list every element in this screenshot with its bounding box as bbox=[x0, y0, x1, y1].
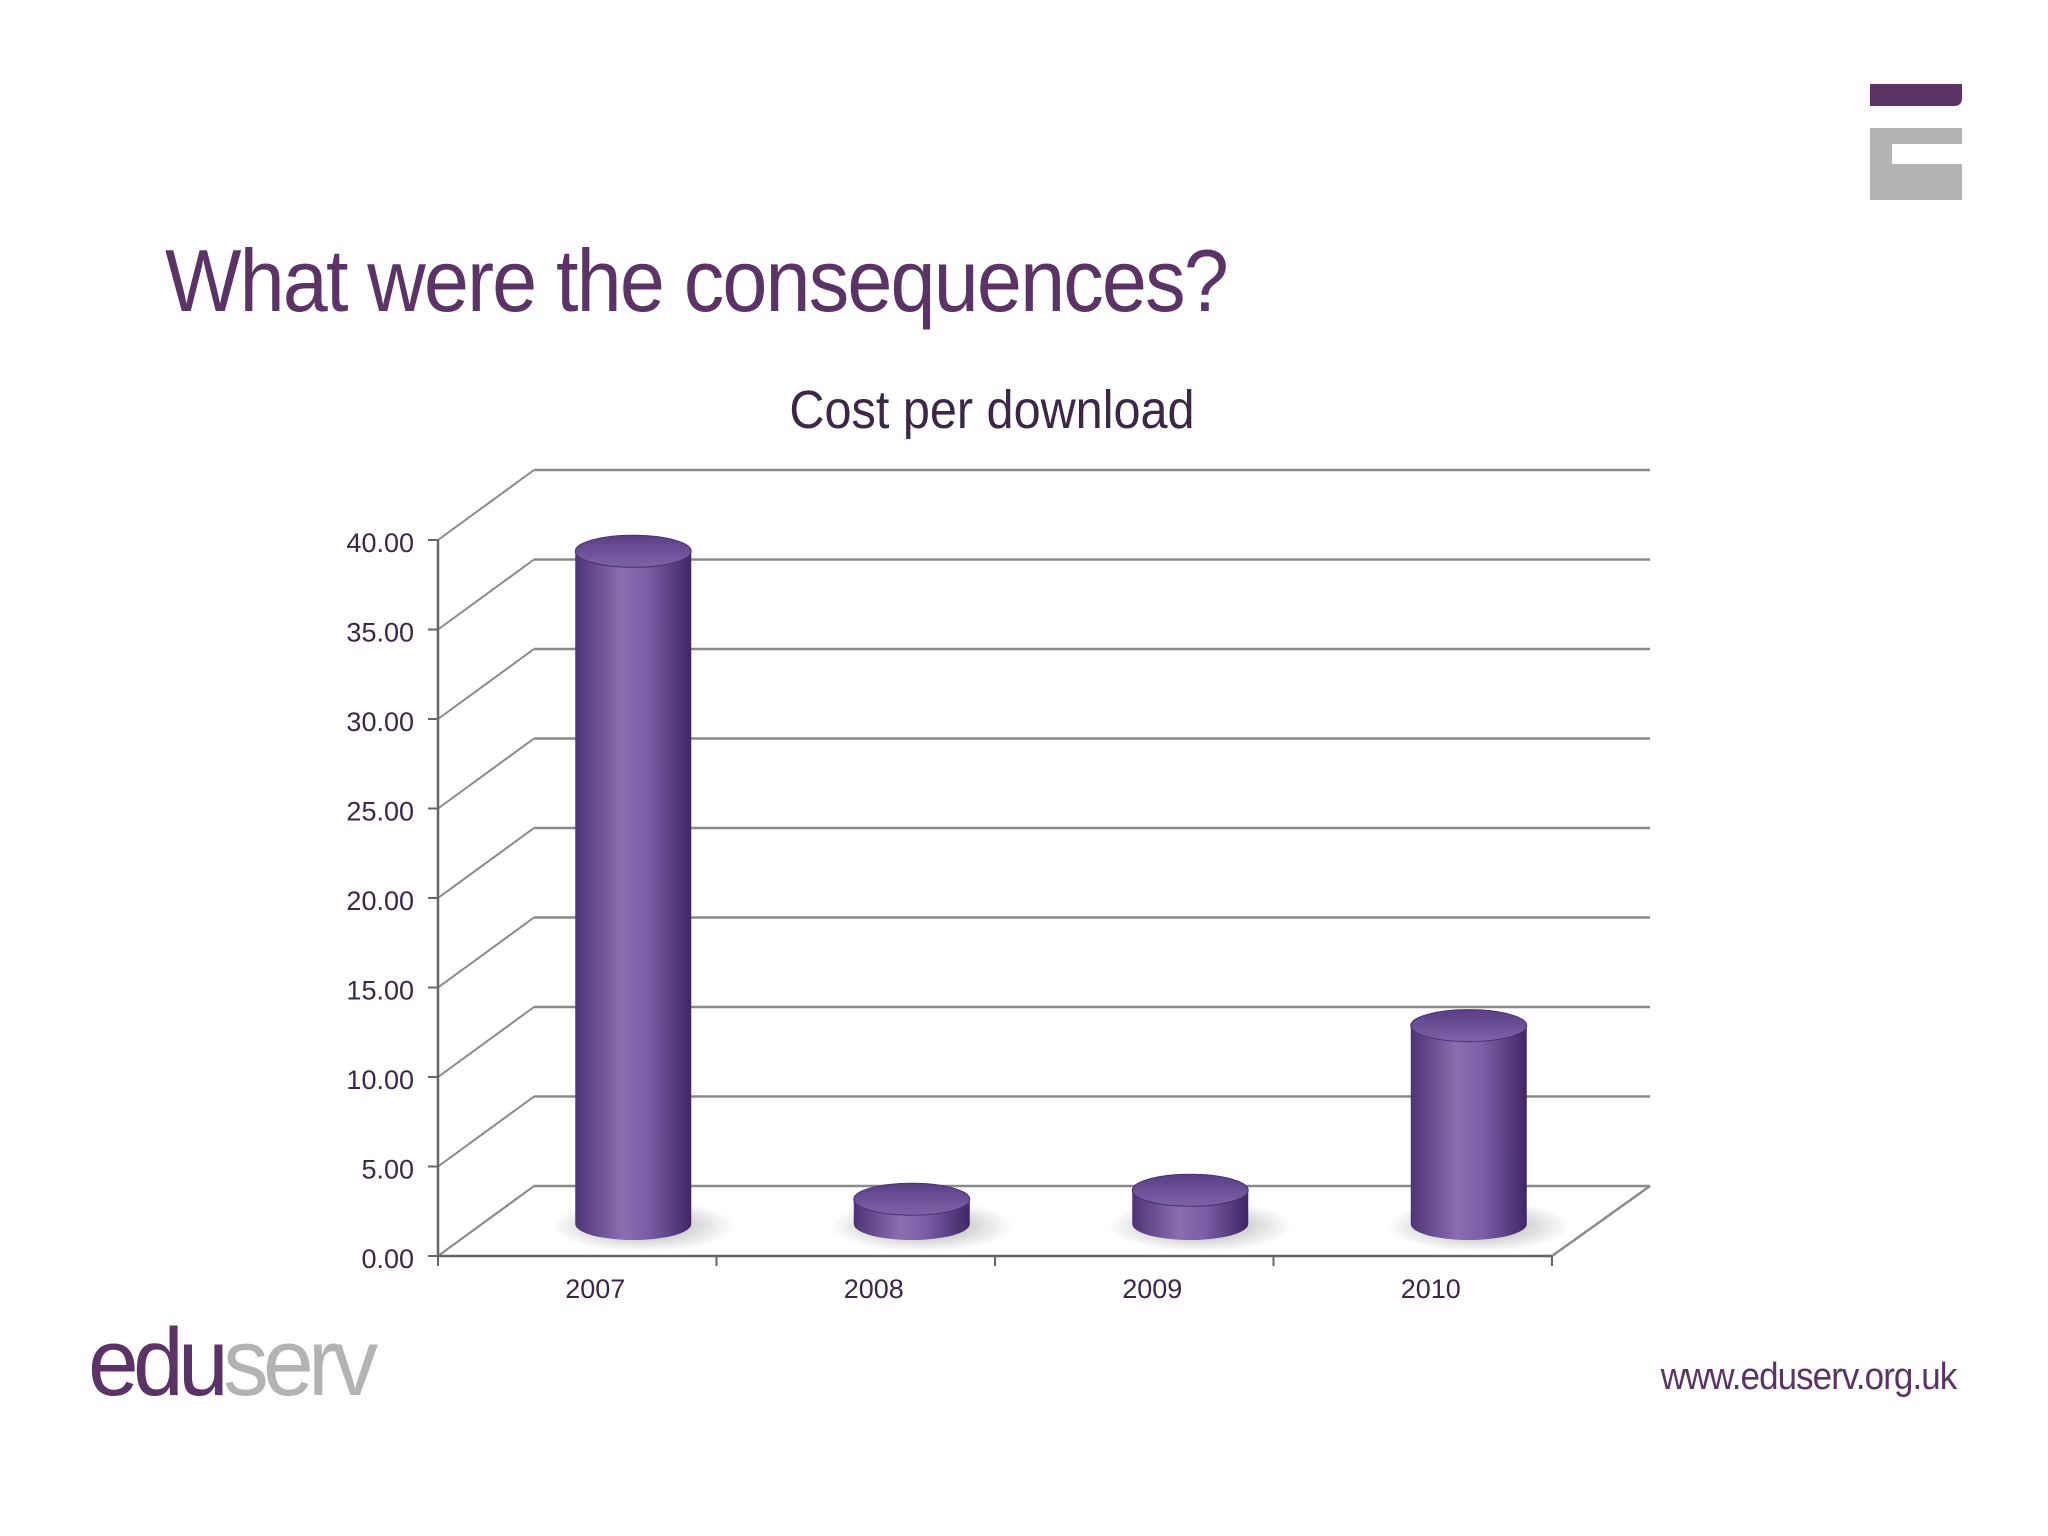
bar bbox=[551, 534, 736, 1252]
y-tick-label: 25.00 bbox=[346, 797, 414, 827]
corner-logo-icon bbox=[1870, 84, 1962, 200]
x-tick-label: 2007 bbox=[565, 1274, 625, 1304]
y-tick-label: 0.00 bbox=[361, 1244, 414, 1274]
bar bbox=[829, 1182, 1014, 1252]
gridline-side bbox=[437, 558, 535, 631]
gridline-side bbox=[437, 916, 535, 989]
y-tick-label: 10.00 bbox=[346, 1065, 414, 1095]
bar-top bbox=[853, 1182, 971, 1216]
bar bbox=[1386, 1009, 1571, 1252]
eduserv-logo: eduserv bbox=[88, 1315, 378, 1411]
gridline-side bbox=[437, 737, 535, 810]
chart-title: Cost per download bbox=[789, 379, 1194, 440]
bar-body bbox=[1410, 1025, 1527, 1240]
bar bbox=[1108, 1173, 1293, 1252]
logo-serv: serv bbox=[223, 1309, 378, 1416]
bar-body bbox=[575, 551, 692, 1240]
y-tick-label: 30.00 bbox=[346, 707, 414, 737]
x-tick-label: 2008 bbox=[844, 1274, 904, 1304]
gridline-side bbox=[437, 469, 535, 541]
gridline-side bbox=[437, 1006, 535, 1078]
y-tick-label: 40.00 bbox=[346, 528, 414, 558]
y-tick-label: 15.00 bbox=[346, 976, 414, 1006]
x-tick-label: 2010 bbox=[1401, 1274, 1461, 1304]
y-tick-label: 20.00 bbox=[346, 886, 414, 916]
y-tick-label: 5.00 bbox=[361, 1155, 414, 1185]
bar-top bbox=[1131, 1173, 1249, 1207]
bar-top bbox=[1410, 1009, 1528, 1043]
gridline-side bbox=[437, 648, 535, 720]
logo-edu: edu bbox=[88, 1309, 229, 1416]
floor-right-edge bbox=[1551, 1184, 1651, 1258]
gridline-side bbox=[437, 827, 535, 899]
y-tick-label: 35.00 bbox=[346, 618, 414, 648]
x-tick-label: 2009 bbox=[1122, 1274, 1182, 1304]
floor-left-edge bbox=[437, 1185, 535, 1257]
gridline-side bbox=[437, 1095, 535, 1168]
website-url: www.eduserv.org.uk bbox=[1660, 1356, 1957, 1398]
slide-title: What were the consequences? bbox=[165, 231, 1229, 330]
bar-top bbox=[574, 534, 692, 568]
